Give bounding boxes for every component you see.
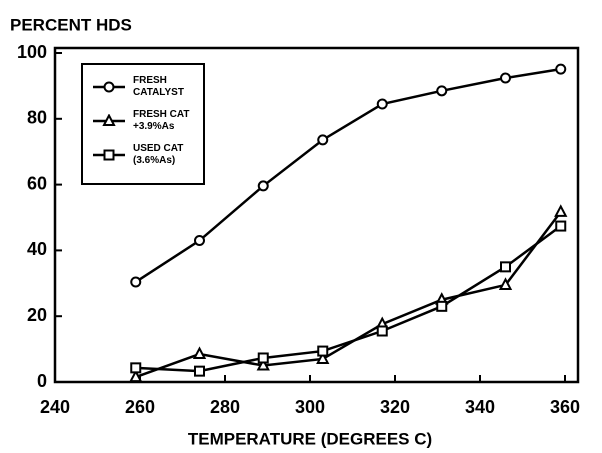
marker bbox=[102, 114, 116, 126]
x-tick-label: 280 bbox=[210, 397, 240, 417]
x-tick-label: 300 bbox=[295, 397, 325, 417]
marker bbox=[436, 85, 448, 97]
marker bbox=[129, 369, 143, 383]
plot-frame bbox=[53, 46, 580, 384]
legend: FRESH CATALYST FRESH CAT +3.9%As USED CAT … bbox=[81, 63, 205, 185]
marker bbox=[103, 81, 115, 93]
marker bbox=[376, 325, 388, 337]
legend-label: FRESH CAT +3.9%As bbox=[133, 109, 190, 132]
marker bbox=[317, 345, 329, 357]
y-tick-label: 0 bbox=[37, 371, 47, 391]
marker bbox=[194, 365, 205, 377]
marker bbox=[554, 204, 568, 217]
x-tick-label: 260 bbox=[125, 397, 155, 417]
marker bbox=[555, 220, 567, 232]
marker bbox=[130, 362, 142, 374]
marker bbox=[500, 261, 511, 273]
series-line bbox=[135, 67, 561, 284]
marker bbox=[194, 235, 205, 247]
marker bbox=[498, 277, 513, 290]
y-tick-label: 100 bbox=[17, 42, 47, 62]
x-tick-label: 320 bbox=[380, 397, 410, 417]
marker bbox=[103, 149, 115, 161]
legend-icon bbox=[93, 149, 125, 161]
x-tick-label: 360 bbox=[550, 397, 580, 417]
marker bbox=[555, 63, 567, 75]
marker bbox=[500, 72, 511, 84]
y-tick-label: 80 bbox=[27, 108, 47, 128]
marker bbox=[192, 346, 207, 360]
y-tick-label: 60 bbox=[27, 173, 47, 193]
legend-entry: FRESH CATALYST bbox=[91, 75, 195, 99]
y-tick-label: 40 bbox=[27, 239, 47, 259]
legend-icon bbox=[93, 81, 125, 93]
x-tick-label: 340 bbox=[465, 397, 495, 417]
marker bbox=[376, 98, 388, 110]
marker bbox=[316, 351, 330, 364]
legend-label: USED CAT (3.6%As) bbox=[133, 143, 184, 166]
marker bbox=[256, 357, 270, 371]
marker bbox=[317, 134, 329, 146]
chart-title: PERCENT HDS bbox=[10, 15, 132, 34]
marker bbox=[130, 276, 142, 288]
x-axis-label: TEMPERATURE (DEGREES C) bbox=[188, 429, 432, 448]
marker bbox=[436, 300, 448, 312]
marker bbox=[257, 180, 269, 192]
legend-label: FRESH CATALYST bbox=[133, 75, 184, 98]
series-line bbox=[135, 225, 562, 373]
y-tick-label: 20 bbox=[27, 305, 47, 325]
legend-entry: USED CAT (3.6%As) bbox=[91, 143, 195, 167]
legend-entry: FRESH CAT +3.9%As bbox=[91, 109, 195, 133]
legend-icon bbox=[93, 114, 125, 126]
marker bbox=[257, 352, 269, 364]
x-tick-label: 240 bbox=[40, 397, 70, 417]
